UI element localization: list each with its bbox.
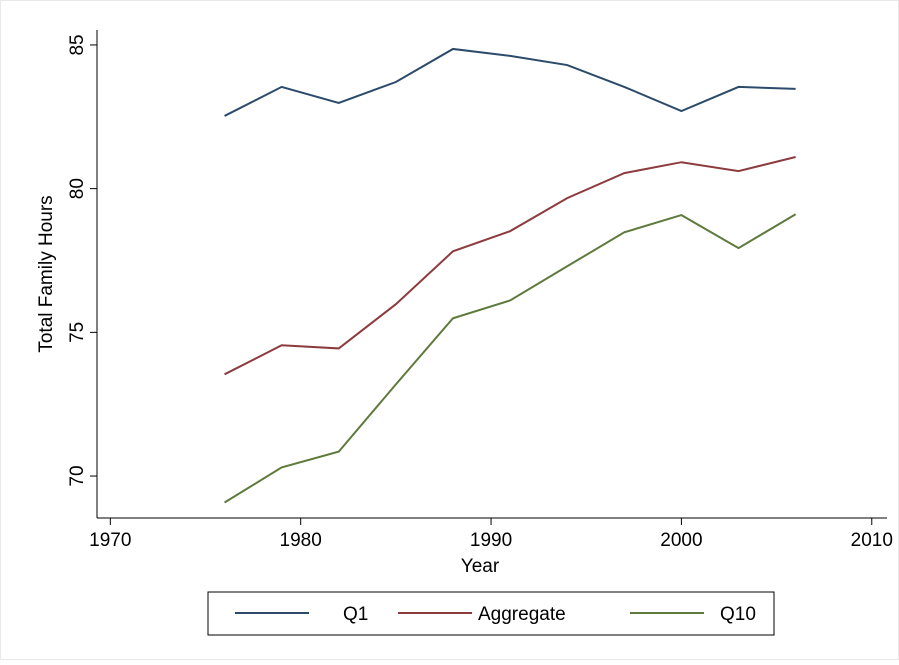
x-tick-label: 2010: [851, 530, 893, 551]
y-tick-label: 70: [67, 465, 88, 486]
y-tick-label: 85: [67, 34, 88, 55]
series-line: [224, 156, 796, 376]
legend-box: [207, 591, 775, 636]
x-tick-label: 1980: [280, 530, 322, 551]
series-line: [224, 47, 796, 117]
legend-label: Q1: [343, 604, 368, 625]
y-axis-label: Total Family Hours: [36, 195, 57, 352]
x-tick-label: 1990: [470, 530, 512, 551]
legend-label: Aggregate: [478, 604, 566, 625]
y-tick-label: 80: [67, 178, 88, 199]
x-tick-label: 1970: [89, 530, 131, 551]
legend-label: Q10: [720, 604, 756, 625]
y-tick-label: 75: [67, 322, 88, 343]
series-line: [224, 213, 797, 504]
x-tick-label: 2000: [660, 530, 702, 551]
x-axis-label: Year: [461, 556, 500, 577]
